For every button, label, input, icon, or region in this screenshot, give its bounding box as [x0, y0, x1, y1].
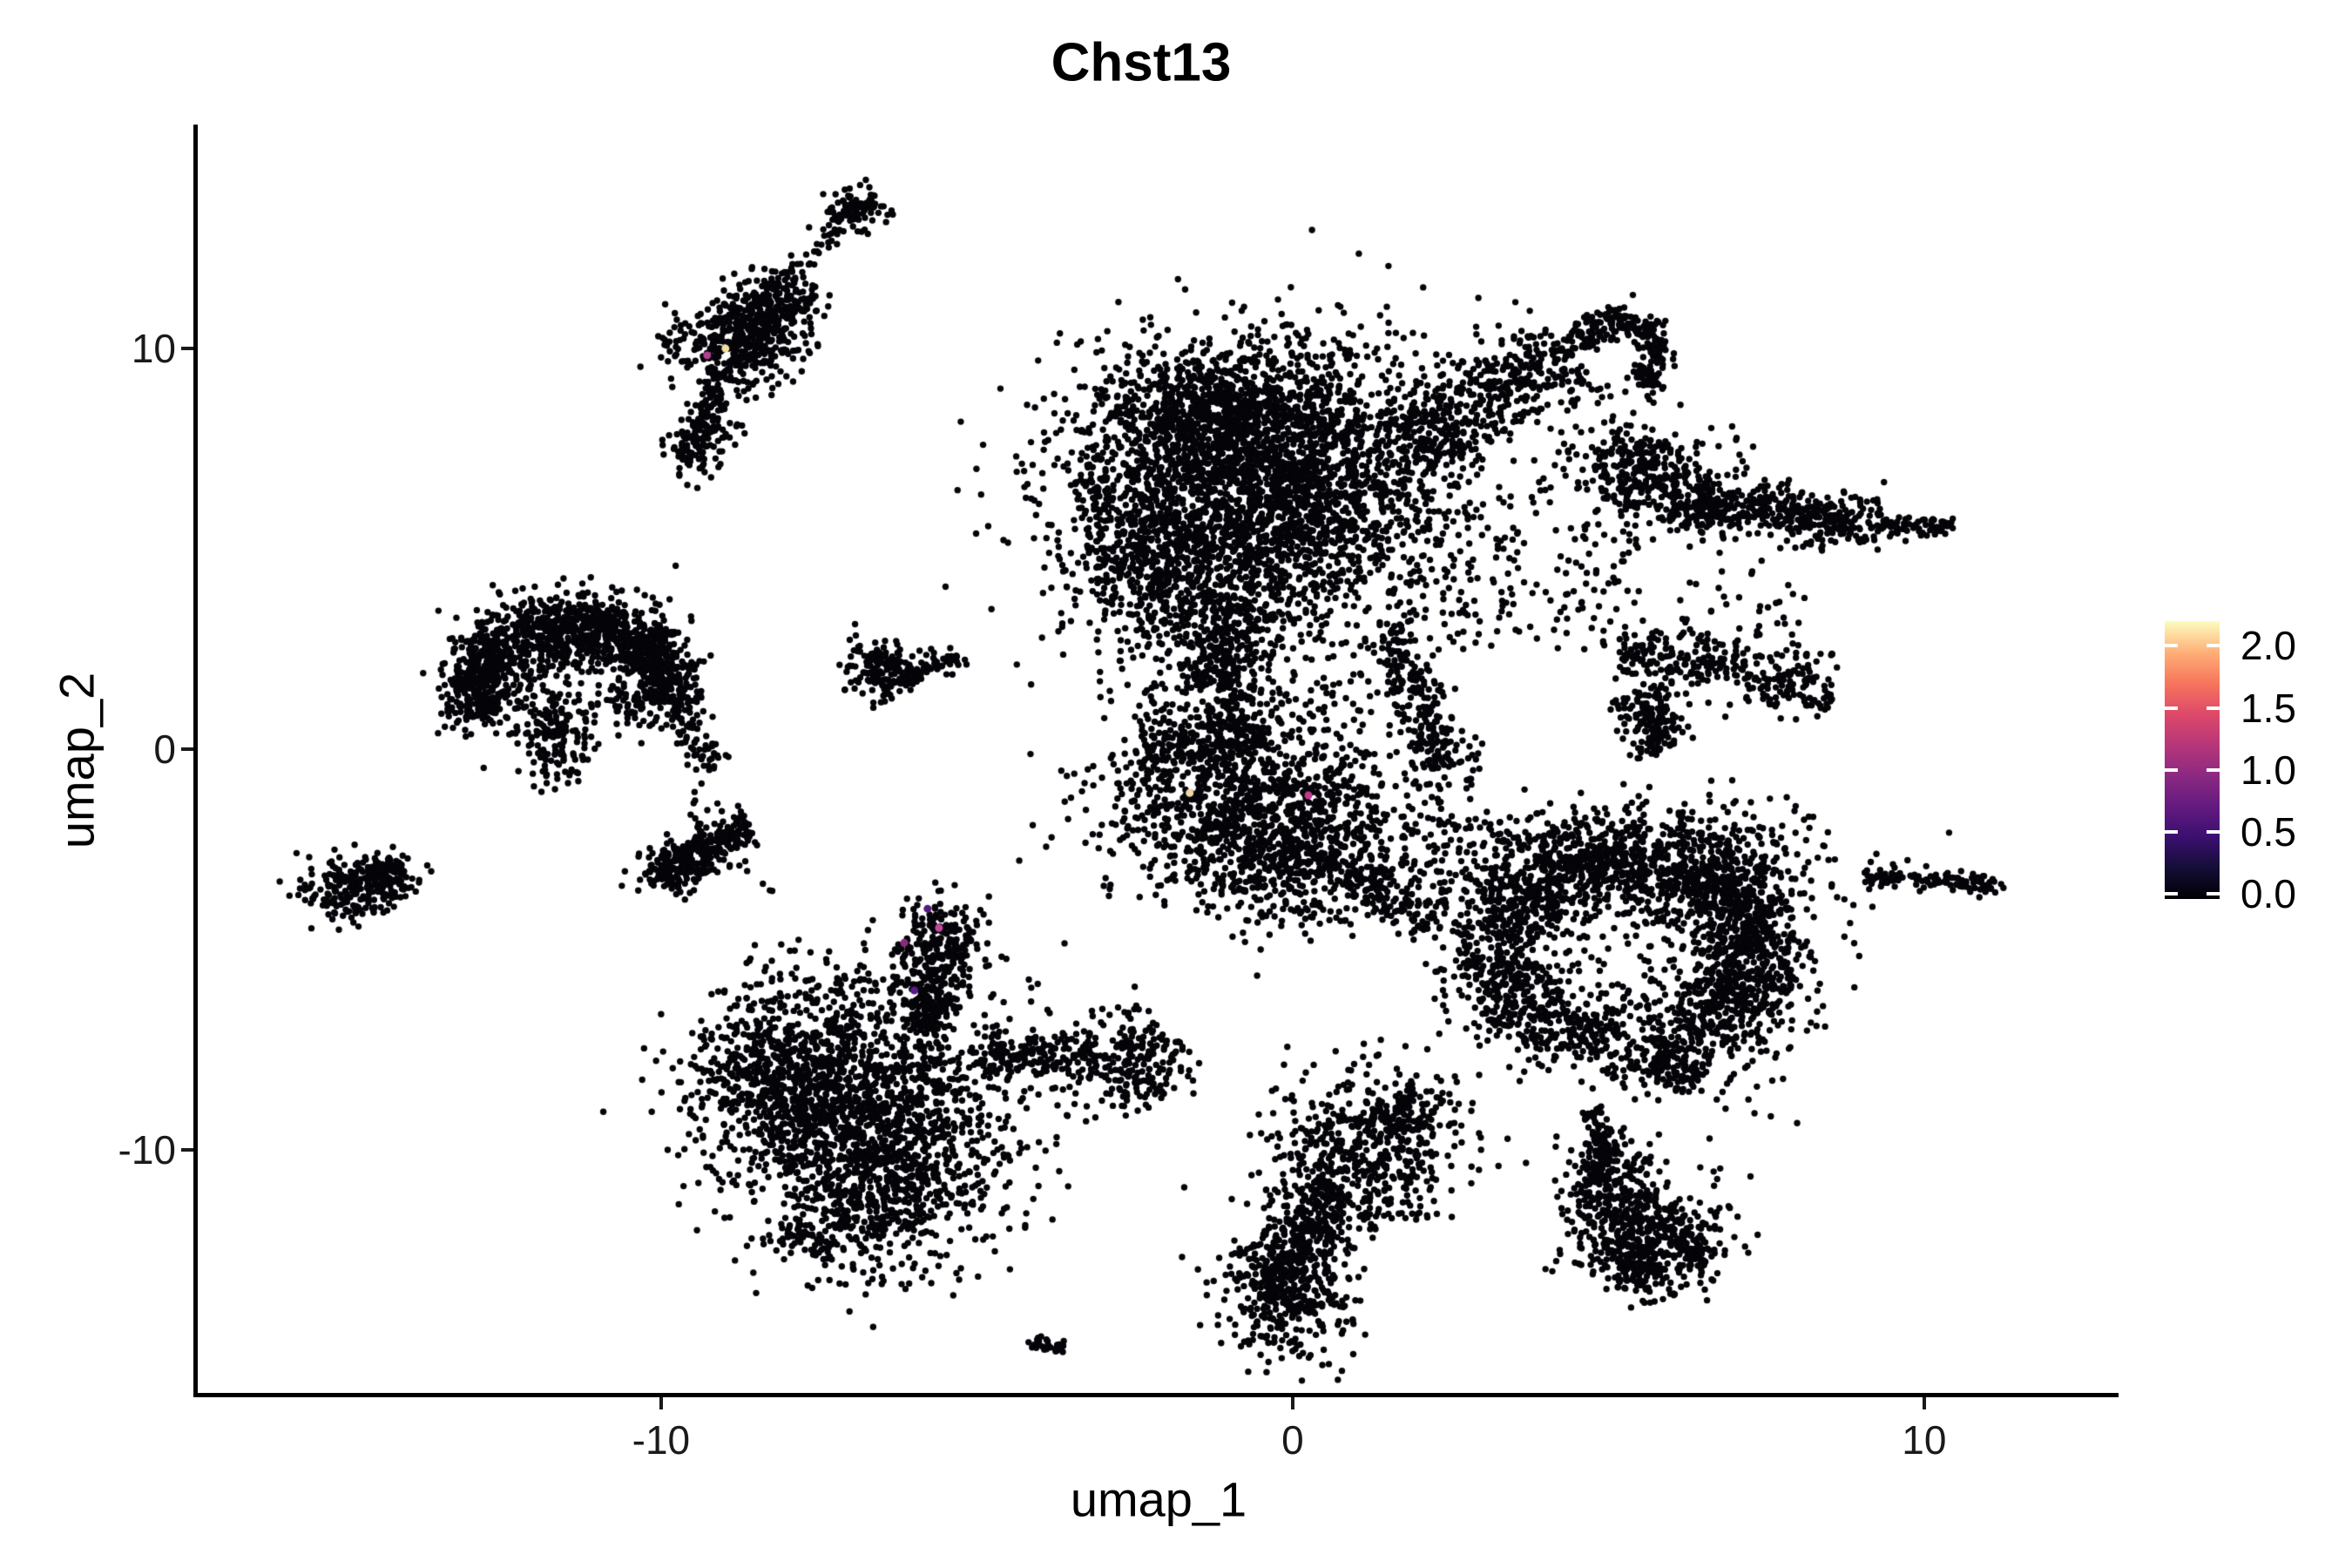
x-axis-title: umap_1 — [1070, 1471, 1247, 1527]
colorbar-tick-label: 1.0 — [2240, 747, 2296, 793]
colorbar-tick-mark — [2165, 830, 2178, 835]
colorbar-tick-label: 2.0 — [2240, 623, 2296, 669]
x-tick-label: 0 — [1281, 1417, 1304, 1463]
colorbar-tick-mark — [2165, 767, 2178, 772]
y-tick-label: -10 — [118, 1127, 176, 1173]
x-tick-mark — [1290, 1397, 1294, 1409]
colorbar-tick-label: 0.0 — [2240, 871, 2296, 917]
colorbar-tick-mark — [2207, 706, 2220, 710]
colorbar-tick-mark — [2165, 644, 2178, 648]
y-tick-label: 0 — [153, 727, 176, 773]
colorbar-tick-mark — [2207, 830, 2220, 835]
colorbar-tick-mark — [2165, 892, 2178, 896]
y-axis-line — [193, 125, 198, 1397]
x-tick-mark — [659, 1397, 663, 1409]
x-tick-label: 10 — [1902, 1417, 1947, 1463]
colorbar-tick-mark — [2165, 706, 2178, 710]
y-tick-mark — [181, 1148, 193, 1152]
colorbar-gradient — [2165, 621, 2220, 899]
x-tick-label: -10 — [632, 1417, 691, 1463]
y-axis-title: umap_2 — [49, 672, 105, 849]
x-axis-line — [193, 1393, 2119, 1397]
x-tick-mark — [1922, 1397, 1926, 1409]
y-tick-label: 10 — [131, 326, 176, 372]
colorbar-tick-mark — [2207, 644, 2220, 648]
y-tick-mark — [181, 747, 193, 752]
plot-title: Chst13 — [1051, 32, 1232, 93]
colorbar-tick-mark — [2207, 892, 2220, 896]
colorbar-tick-label: 0.5 — [2240, 809, 2296, 855]
y-tick-mark — [181, 347, 193, 351]
colorbar-tick-mark — [2207, 767, 2220, 772]
colorbar-tick-label: 1.5 — [2240, 685, 2296, 731]
